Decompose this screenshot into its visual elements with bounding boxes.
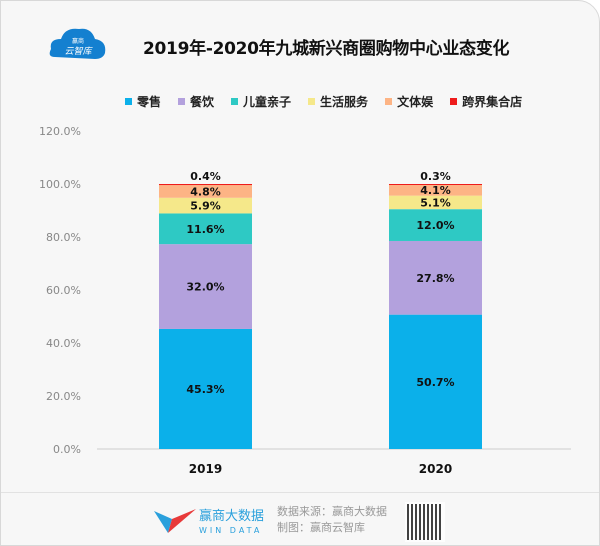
- y-tick-label: 120.0%: [39, 125, 81, 138]
- legend-swatch: [450, 98, 458, 105]
- bar-segment: [159, 213, 252, 245]
- data-label: 27.8%: [416, 272, 454, 285]
- legend-swatch: [308, 98, 316, 105]
- y-tick-label: 20.0%: [46, 390, 81, 403]
- y-tick-label: 40.0%: [46, 337, 81, 350]
- chart-title: 2019年-2020年九城新兴商圈购物中心业态变化: [143, 39, 510, 59]
- data-label: 4.1%: [420, 184, 451, 197]
- data-label: 5.1%: [420, 196, 451, 209]
- yingshang-cloud-logo: 赢商 云智库: [49, 28, 106, 59]
- data-label: 45.3%: [186, 383, 224, 396]
- data-label: 11.6%: [186, 223, 224, 236]
- legend-label: 文体娱: [397, 95, 434, 109]
- legend-label: 跨界集合店: [462, 95, 523, 109]
- data-source: 数据来源：赢商大数据: [277, 505, 387, 518]
- bar-segment: [389, 240, 482, 315]
- svg-text:赢商: 赢商: [72, 37, 84, 45]
- legend: 零售 餐饮 儿童亲子 生活服务 文体娱 跨界集合店: [125, 93, 539, 110]
- bar-segment: [159, 197, 252, 214]
- bar-segment: [159, 184, 252, 186]
- data-label: 4.8%: [190, 185, 221, 198]
- plot-area: 0.0% 20.0% 40.0% 60.0% 80.0% 100.0% 120.0% 45.3…: [39, 125, 571, 476]
- bar-segment: [389, 184, 482, 185]
- legend-label: 儿童亲子: [243, 95, 292, 109]
- legend-item: 文体娱: [385, 93, 433, 110]
- legend-item: 生活服务: [308, 93, 368, 110]
- x-tick-label: 2019: [189, 462, 222, 476]
- legend-swatch: [178, 98, 186, 105]
- data-label: 50.7%: [416, 376, 454, 389]
- legend-label: 餐饮: [190, 95, 215, 109]
- legend-label: 零售: [137, 95, 162, 109]
- bar-segment: [159, 244, 252, 329]
- y-tick-label: 80.0%: [46, 231, 81, 244]
- data-label: 0.3%: [420, 170, 451, 183]
- legend-item: 餐饮: [178, 93, 214, 110]
- brand-en: WIN DATA: [199, 526, 263, 535]
- legend-item: 跨界集合店: [450, 93, 522, 110]
- legend-label: 生活服务: [320, 95, 369, 109]
- y-tick-label: 0.0%: [53, 443, 81, 456]
- bar-segment: [389, 209, 482, 241]
- y-tick-label: 60.0%: [46, 284, 81, 297]
- brand-name: 赢商大数据: [199, 509, 265, 524]
- legend-swatch: [231, 98, 239, 105]
- legend-swatch: [125, 98, 132, 105]
- bar-segment: [389, 184, 482, 196]
- data-label: 32.0%: [186, 281, 224, 294]
- svg-text:云智库: 云智库: [64, 46, 93, 57]
- qr-code: [405, 502, 445, 542]
- bar-segment: [389, 195, 482, 210]
- data-label: 0.4%: [190, 170, 221, 183]
- bar-segment: [159, 185, 252, 198]
- y-tick-label: 100.0%: [39, 178, 81, 191]
- legend-item: 儿童亲子: [231, 93, 291, 110]
- made-by: 制图：赢商云智库: [277, 521, 365, 534]
- bar-segment: [389, 314, 482, 449]
- x-tick-label: 2020: [419, 462, 452, 476]
- data-label: 12.0%: [416, 219, 454, 232]
- legend-item: 零售: [125, 93, 161, 110]
- footer: 赢商大数据 WIN DATA 数据来源：赢商大数据 制图：赢商云智库: [1, 492, 599, 545]
- windata-logo-icon: [154, 509, 196, 533]
- bar-segment: [159, 328, 252, 449]
- data-label: 5.9%: [190, 200, 221, 213]
- legend-swatch: [385, 98, 393, 105]
